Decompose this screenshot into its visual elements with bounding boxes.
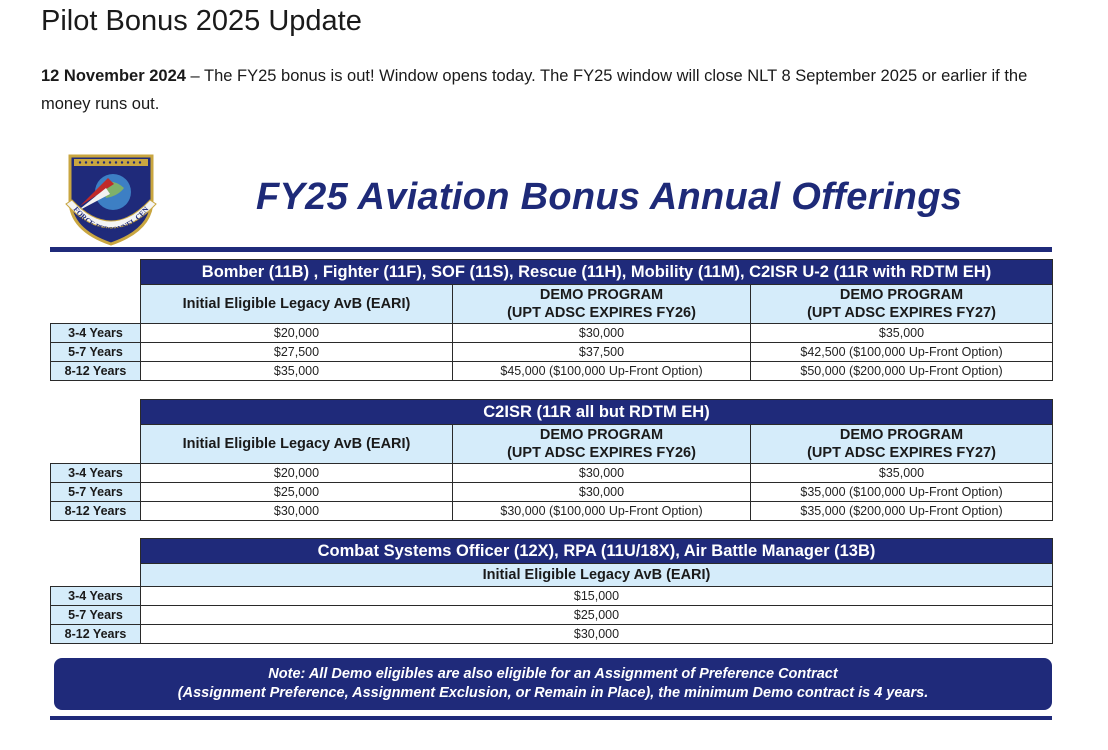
bonus-table-c2isr: C2ISR (11R all but RDTM EH) Initial Elig… bbox=[50, 399, 1053, 521]
row-label: 3-4 Years bbox=[50, 462, 141, 483]
table-row: 3-4 Years $20,000 $30,000 $35,000 bbox=[50, 322, 1053, 343]
cell-legacy: $30,000 bbox=[140, 623, 1053, 644]
cell-legacy: $20,000 bbox=[140, 322, 453, 343]
top-divider bbox=[50, 247, 1052, 252]
row-label: 5-7 Years bbox=[50, 341, 141, 362]
cell-demo-fy27: $35,000 ($100,000 Up-Front Option) bbox=[750, 481, 1053, 502]
column-header-demo-fy27: DEMO PROGRAM (UPT ADSC EXPIRES FY27) bbox=[750, 424, 1053, 464]
table-row: 3-4 Years $20,000 $30,000 $35,000 bbox=[50, 462, 1053, 483]
cell-demo-fy27: $42,500 ($100,000 Up-Front Option) bbox=[750, 341, 1053, 362]
cell-legacy: $20,000 bbox=[140, 462, 453, 483]
bonus-table-cso-rpa-abm: Combat Systems Officer (12X), RPA (11U/1… bbox=[50, 538, 1053, 644]
cell-legacy: $30,000 bbox=[140, 500, 453, 521]
table-row: 5-7 Years $25,000 $30,000 $35,000 ($100,… bbox=[50, 481, 1053, 502]
row-label: 8-12 Years bbox=[50, 500, 141, 521]
banner-title: FY25 Aviation Bonus Annual Offerings bbox=[256, 176, 963, 218]
intro-date: 12 November 2024 bbox=[41, 67, 186, 85]
cell-legacy: $27,500 bbox=[140, 341, 453, 362]
row-label: 3-4 Years bbox=[50, 585, 141, 606]
intro-paragraph: 12 November 2024 – The FY25 bonus is out… bbox=[41, 62, 1051, 118]
table-title: Combat Systems Officer (12X), RPA (11U/1… bbox=[140, 538, 1053, 564]
cell-demo-fy27: $50,000 ($200,000 Up-Front Option) bbox=[750, 360, 1053, 381]
table-row: 8-12 Years $35,000 $45,000 ($100,000 Up-… bbox=[50, 360, 1053, 381]
table-row: 3-4 Years $15,000 bbox=[50, 585, 1053, 606]
afpc-seal-icon: AIR FORCE PERSONNEL CENTER bbox=[58, 148, 157, 246]
bottom-divider bbox=[50, 716, 1052, 720]
cell-legacy: $25,000 bbox=[140, 481, 453, 502]
table-row: 8-12 Years $30,000 $30,000 ($100,000 Up-… bbox=[50, 500, 1053, 521]
column-header-legacy: Initial Eligible Legacy AvB (EARI) bbox=[140, 563, 1053, 587]
cell-demo-fy26: $37,500 bbox=[452, 341, 751, 362]
cell-legacy: $25,000 bbox=[140, 604, 1053, 625]
table-title: C2ISR (11R all but RDTM EH) bbox=[140, 399, 1053, 425]
column-header-legacy: Initial Eligible Legacy AvB (EARI) bbox=[140, 284, 453, 324]
cell-demo-fy27: $35,000 ($200,000 Up-Front Option) bbox=[750, 500, 1053, 521]
bonus-graphic: AIR FORCE PERSONNEL CENTER FY25 Aviation… bbox=[48, 140, 1058, 740]
note-box: Note: All Demo eligibles are also eligib… bbox=[54, 658, 1052, 710]
table-row: 5-7 Years $25,000 bbox=[50, 604, 1053, 625]
row-label: 5-7 Years bbox=[50, 481, 141, 502]
row-label: 5-7 Years bbox=[50, 604, 141, 625]
intro-text: – The FY25 bonus is out! Window opens to… bbox=[41, 67, 1028, 113]
cell-legacy: $35,000 bbox=[140, 360, 453, 381]
table-row: 8-12 Years $30,000 bbox=[50, 623, 1053, 644]
cell-demo-fy26: $30,000 bbox=[452, 481, 751, 502]
cell-demo-fy26: $45,000 ($100,000 Up-Front Option) bbox=[452, 360, 751, 381]
column-header-demo-fy26: DEMO PROGRAM (UPT ADSC EXPIRES FY26) bbox=[452, 284, 751, 324]
table-title: Bomber (11B) , Fighter (11F), SOF (11S),… bbox=[140, 259, 1053, 285]
column-header-demo-fy26: DEMO PROGRAM (UPT ADSC EXPIRES FY26) bbox=[452, 424, 751, 464]
cell-demo-fy26: $30,000 bbox=[452, 462, 751, 483]
cell-demo-fy27: $35,000 bbox=[750, 322, 1053, 343]
cell-demo-fy26: $30,000 ($100,000 Up-Front Option) bbox=[452, 500, 751, 521]
cell-demo-fy27: $35,000 bbox=[750, 462, 1053, 483]
row-label: 8-12 Years bbox=[50, 623, 141, 644]
column-header-legacy: Initial Eligible Legacy AvB (EARI) bbox=[140, 424, 453, 464]
bonus-table-rated: Bomber (11B) , Fighter (11F), SOF (11S),… bbox=[50, 259, 1053, 381]
page-title: Pilot Bonus 2025 Update bbox=[41, 5, 362, 37]
cell-demo-fy26: $30,000 bbox=[452, 322, 751, 343]
cell-legacy: $15,000 bbox=[140, 585, 1053, 606]
note-line-2: (Assignment Preference, Assignment Exclu… bbox=[177, 685, 929, 701]
note-line-1: Note: All Demo eligibles are also eligib… bbox=[268, 666, 838, 682]
table-row: 5-7 Years $27,500 $37,500 $42,500 ($100,… bbox=[50, 341, 1053, 362]
row-label: 3-4 Years bbox=[50, 322, 141, 343]
column-header-demo-fy27: DEMO PROGRAM (UPT ADSC EXPIRES FY27) bbox=[750, 284, 1053, 324]
row-label: 8-12 Years bbox=[50, 360, 141, 381]
